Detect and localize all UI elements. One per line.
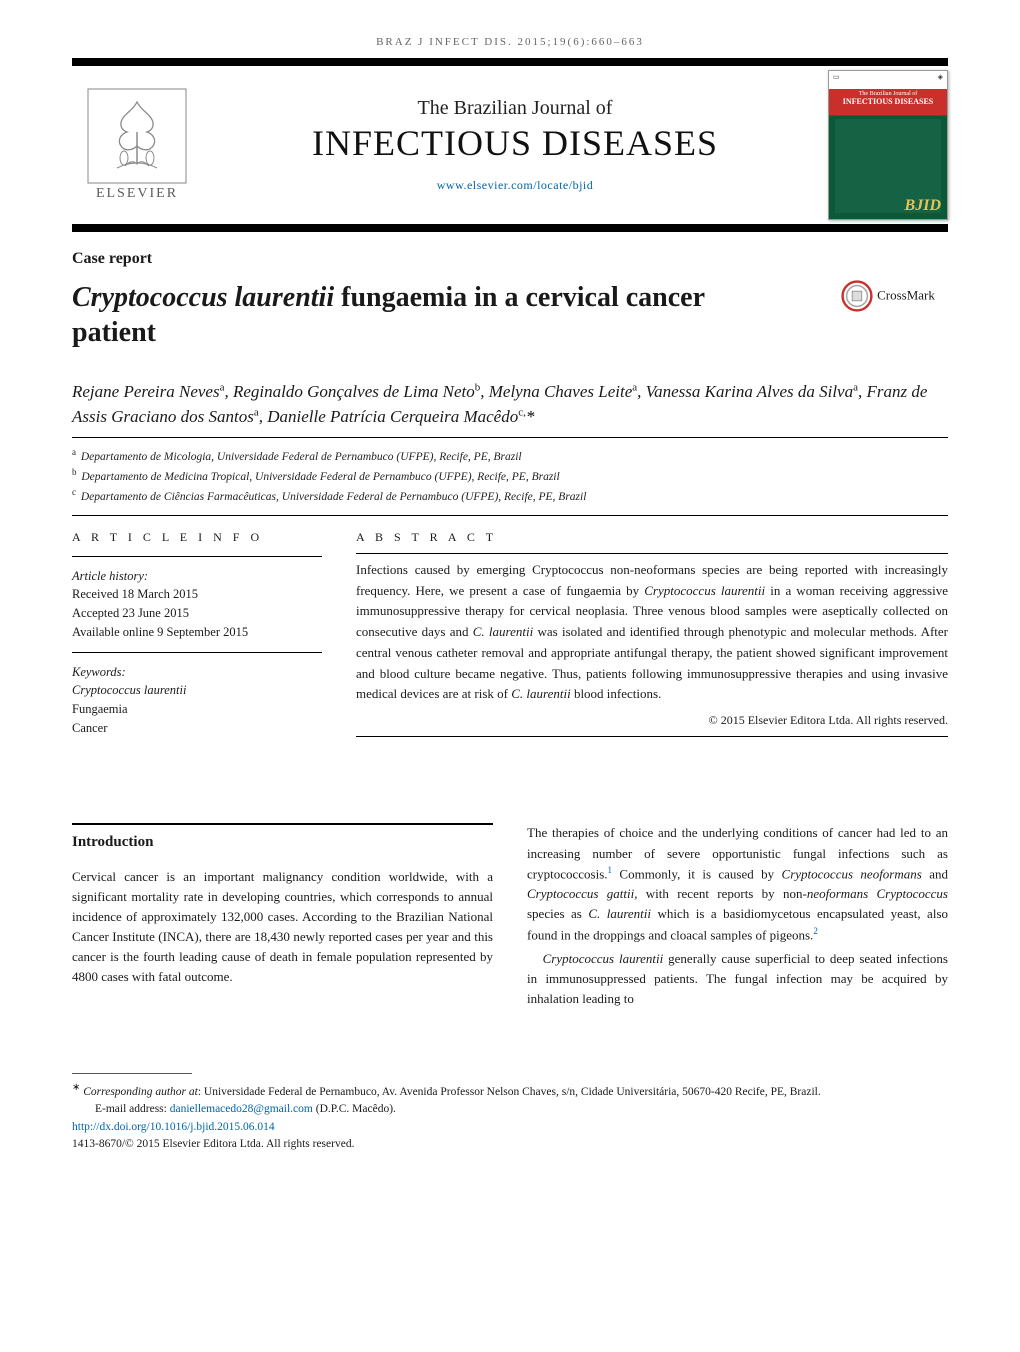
affiliations: a Departamento de Micologia, Universidad… [72,446,948,506]
keyword: Cryptococcus laurentii [72,681,322,700]
journal-cover-thumbnail: ▭◈ The Brazilian Journal ofINFECTIOUS DI… [828,70,948,220]
body-right-column: The therapies of choice and the underlyi… [527,823,948,1013]
crossmark-icon [841,280,873,312]
article-title: Cryptococcus laurentii fungaemia in a ce… [72,280,755,350]
article-info-heading: A R T I C L E I N F O [72,528,322,546]
intro-paragraph-2: The therapies of choice and the underlyi… [527,823,948,945]
cover-title: INFECTIOUS DISEASES [843,97,933,106]
keywords-label: Keywords: [72,663,322,682]
masthead: ELSEVIER The Brazilian Journal of INFECT… [72,66,948,224]
masthead-center: The Brazilian Journal of INFECTIOUS DISE… [222,97,808,193]
elsevier-tree-icon [87,88,187,184]
corresponding-author-note: ∗ Corresponding author at: Universidade … [72,1080,948,1101]
introduction-heading: Introduction [72,823,493,854]
publisher-name: ELSEVIER [96,186,178,202]
email-tail: (D.P.C. Macêdo). [313,1103,396,1115]
keywords-list: Cryptococcus laurentiiFungaemiaCancer [72,681,322,737]
body-left-column: Introduction Cervical cancer is an impor… [72,823,493,1013]
abstract-text: Infections caused by emerging Cryptococc… [356,560,948,706]
article-type-label: Case report [72,250,948,268]
journal-title: INFECTIOUS DISEASES [222,122,808,164]
history-label: Article history: [72,567,322,586]
footnote-separator [72,1073,192,1074]
keyword: Cancer [72,719,322,738]
issn-copyright-line: 1413-8670/© 2015 Elsevier Editora Ltda. … [72,1136,948,1153]
doi-link[interactable]: http://dx.doi.org/10.1016/j.bjid.2015.06… [72,1119,948,1136]
cover-top-right-icon: ◈ [938,73,943,81]
crossmark-badge[interactable]: CrossMark [828,280,948,312]
journal-supertitle: The Brazilian Journal of [222,97,808,120]
affiliation-line: b Departamento de Medicina Tropical, Uni… [72,466,948,486]
cover-bid-label: BJID [905,197,941,215]
history-accepted: Accepted 23 June 2015 [72,604,322,623]
crossmark-label: CrossMark [877,288,935,303]
body-columns: Introduction Cervical cancer is an impor… [72,823,948,1013]
affiliation-line: c Departamento de Ciências Farmacêuticas… [72,486,948,506]
intro-paragraph-3: Cryptococcus laurentii generally cause s… [527,949,948,1009]
rule-below-affiliations [72,515,948,516]
email-link[interactable]: daniellemacedo28@gmail.com [170,1103,313,1115]
email-line: E-mail address: daniellemacedo28@gmail.c… [72,1101,948,1118]
email-label: E-mail address: [95,1103,170,1115]
cover-top-left-icon: ▭ [833,73,840,81]
elsevier-logo: ELSEVIER [72,80,202,210]
article-info-column: A R T I C L E I N F O Article history: R… [72,528,322,744]
abstract-column: A B S T R A C T Infections caused by eme… [356,528,948,744]
article-title-species: Cryptococcus laurentii [72,282,334,313]
bottom-black-bar [72,224,948,232]
running-head: BRAZ J INFECT DIS. 2015;19(6):660–663 [72,36,948,48]
footnotes: ∗ Corresponding author at: Universidade … [72,1080,948,1153]
rule-above-affiliations [72,437,948,438]
article-meta-row: A R T I C L E I N F O Article history: R… [72,528,948,744]
abstract-copyright: © 2015 Elsevier Editora Ltda. All rights… [356,711,948,730]
history-received: Received 18 March 2015 [72,585,322,604]
journal-url[interactable]: www.elsevier.com/locate/bjid [222,178,808,193]
intro-paragraph-1: Cervical cancer is an important malignan… [72,867,493,988]
top-black-bar [72,58,948,66]
abstract-heading: A B S T R A C T [356,528,948,547]
keyword: Fungaemia [72,700,322,719]
author-list: Rejane Pereira Nevesa, Reginaldo Gonçalv… [72,380,948,429]
history-online: Available online 9 September 2015 [72,623,322,642]
affiliation-line: a Departamento de Micologia, Universidad… [72,446,948,466]
